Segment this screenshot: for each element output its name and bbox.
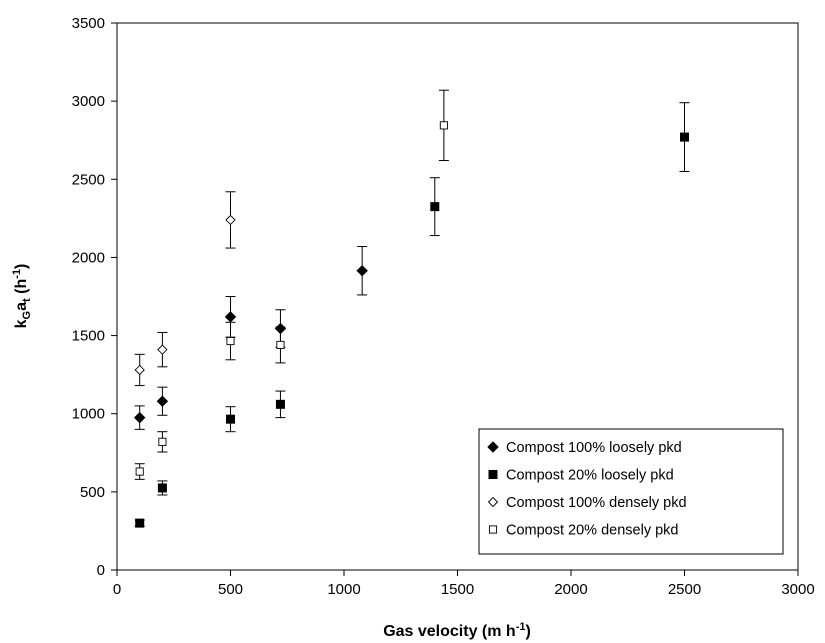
- x-tick-label: 3000: [781, 581, 814, 598]
- x-tick-label: 1500: [441, 581, 474, 598]
- data-point: [439, 121, 448, 130]
- data-point: [158, 437, 167, 446]
- y-tick-label: 2000: [72, 249, 105, 266]
- y-tick-label: 0: [97, 562, 105, 579]
- series-open-diamond: [134, 191, 236, 387]
- legend-marker: [488, 525, 498, 534]
- y-tick-label: 1500: [72, 328, 105, 345]
- x-tick-label: 2500: [668, 581, 701, 598]
- x-axis-title: Gas velocity (m h-1): [383, 621, 531, 640]
- data-point: [134, 364, 145, 376]
- data-point: [157, 483, 167, 493]
- data-point: [156, 395, 169, 407]
- legend-marker: [488, 470, 498, 479]
- x-tick-label: 1000: [327, 581, 360, 598]
- legend-items: Compost 100% loosely pkd Compost 20% loos…: [487, 440, 687, 539]
- data-point: [157, 344, 168, 355]
- legend-label: Compost 20% loosely pkd: [506, 468, 674, 484]
- data-point: [276, 340, 285, 349]
- x-tick-label: 0: [113, 581, 121, 598]
- x-tick-label: 500: [218, 581, 243, 598]
- y-tick-label: 500: [80, 484, 105, 501]
- data-point: [133, 411, 146, 424]
- y-tick-label: 2500: [72, 171, 105, 188]
- data-point: [226, 414, 235, 424]
- data-point: [135, 467, 144, 476]
- data-point: [135, 518, 145, 528]
- data-point: [225, 214, 236, 226]
- legend-label: Compost 100% densely pkd: [506, 495, 687, 511]
- data-point: [680, 132, 689, 142]
- data-marks: [133, 89, 690, 528]
- legend: Compost 100% loosely pkd Compost 20% loos…: [478, 428, 784, 555]
- legend-box: [478, 428, 784, 555]
- series-filled-square: [134, 102, 690, 528]
- data-point: [430, 202, 440, 212]
- legend-marker: [487, 441, 499, 453]
- data-point: [356, 265, 368, 277]
- y-tick-label: 3000: [72, 93, 105, 110]
- x-tick-label: 2000: [554, 581, 587, 598]
- axis-ticks: 0 500 1000 1500 2000 2500 3000 0 500 1000 1500 2000…: [72, 15, 815, 598]
- legend-label: Compost 100% loosely pkd: [506, 440, 682, 456]
- data-point: [226, 336, 235, 346]
- series-open-square: [134, 89, 449, 480]
- y-tick-label: 3500: [72, 15, 105, 32]
- y-tick-label: 1000: [72, 406, 105, 423]
- data-point: [275, 399, 285, 409]
- y-axis-title: kGat (h-1): [11, 264, 33, 329]
- legend-marker: [487, 496, 499, 508]
- legend-label: Compost 20% densely pkd: [506, 523, 679, 539]
